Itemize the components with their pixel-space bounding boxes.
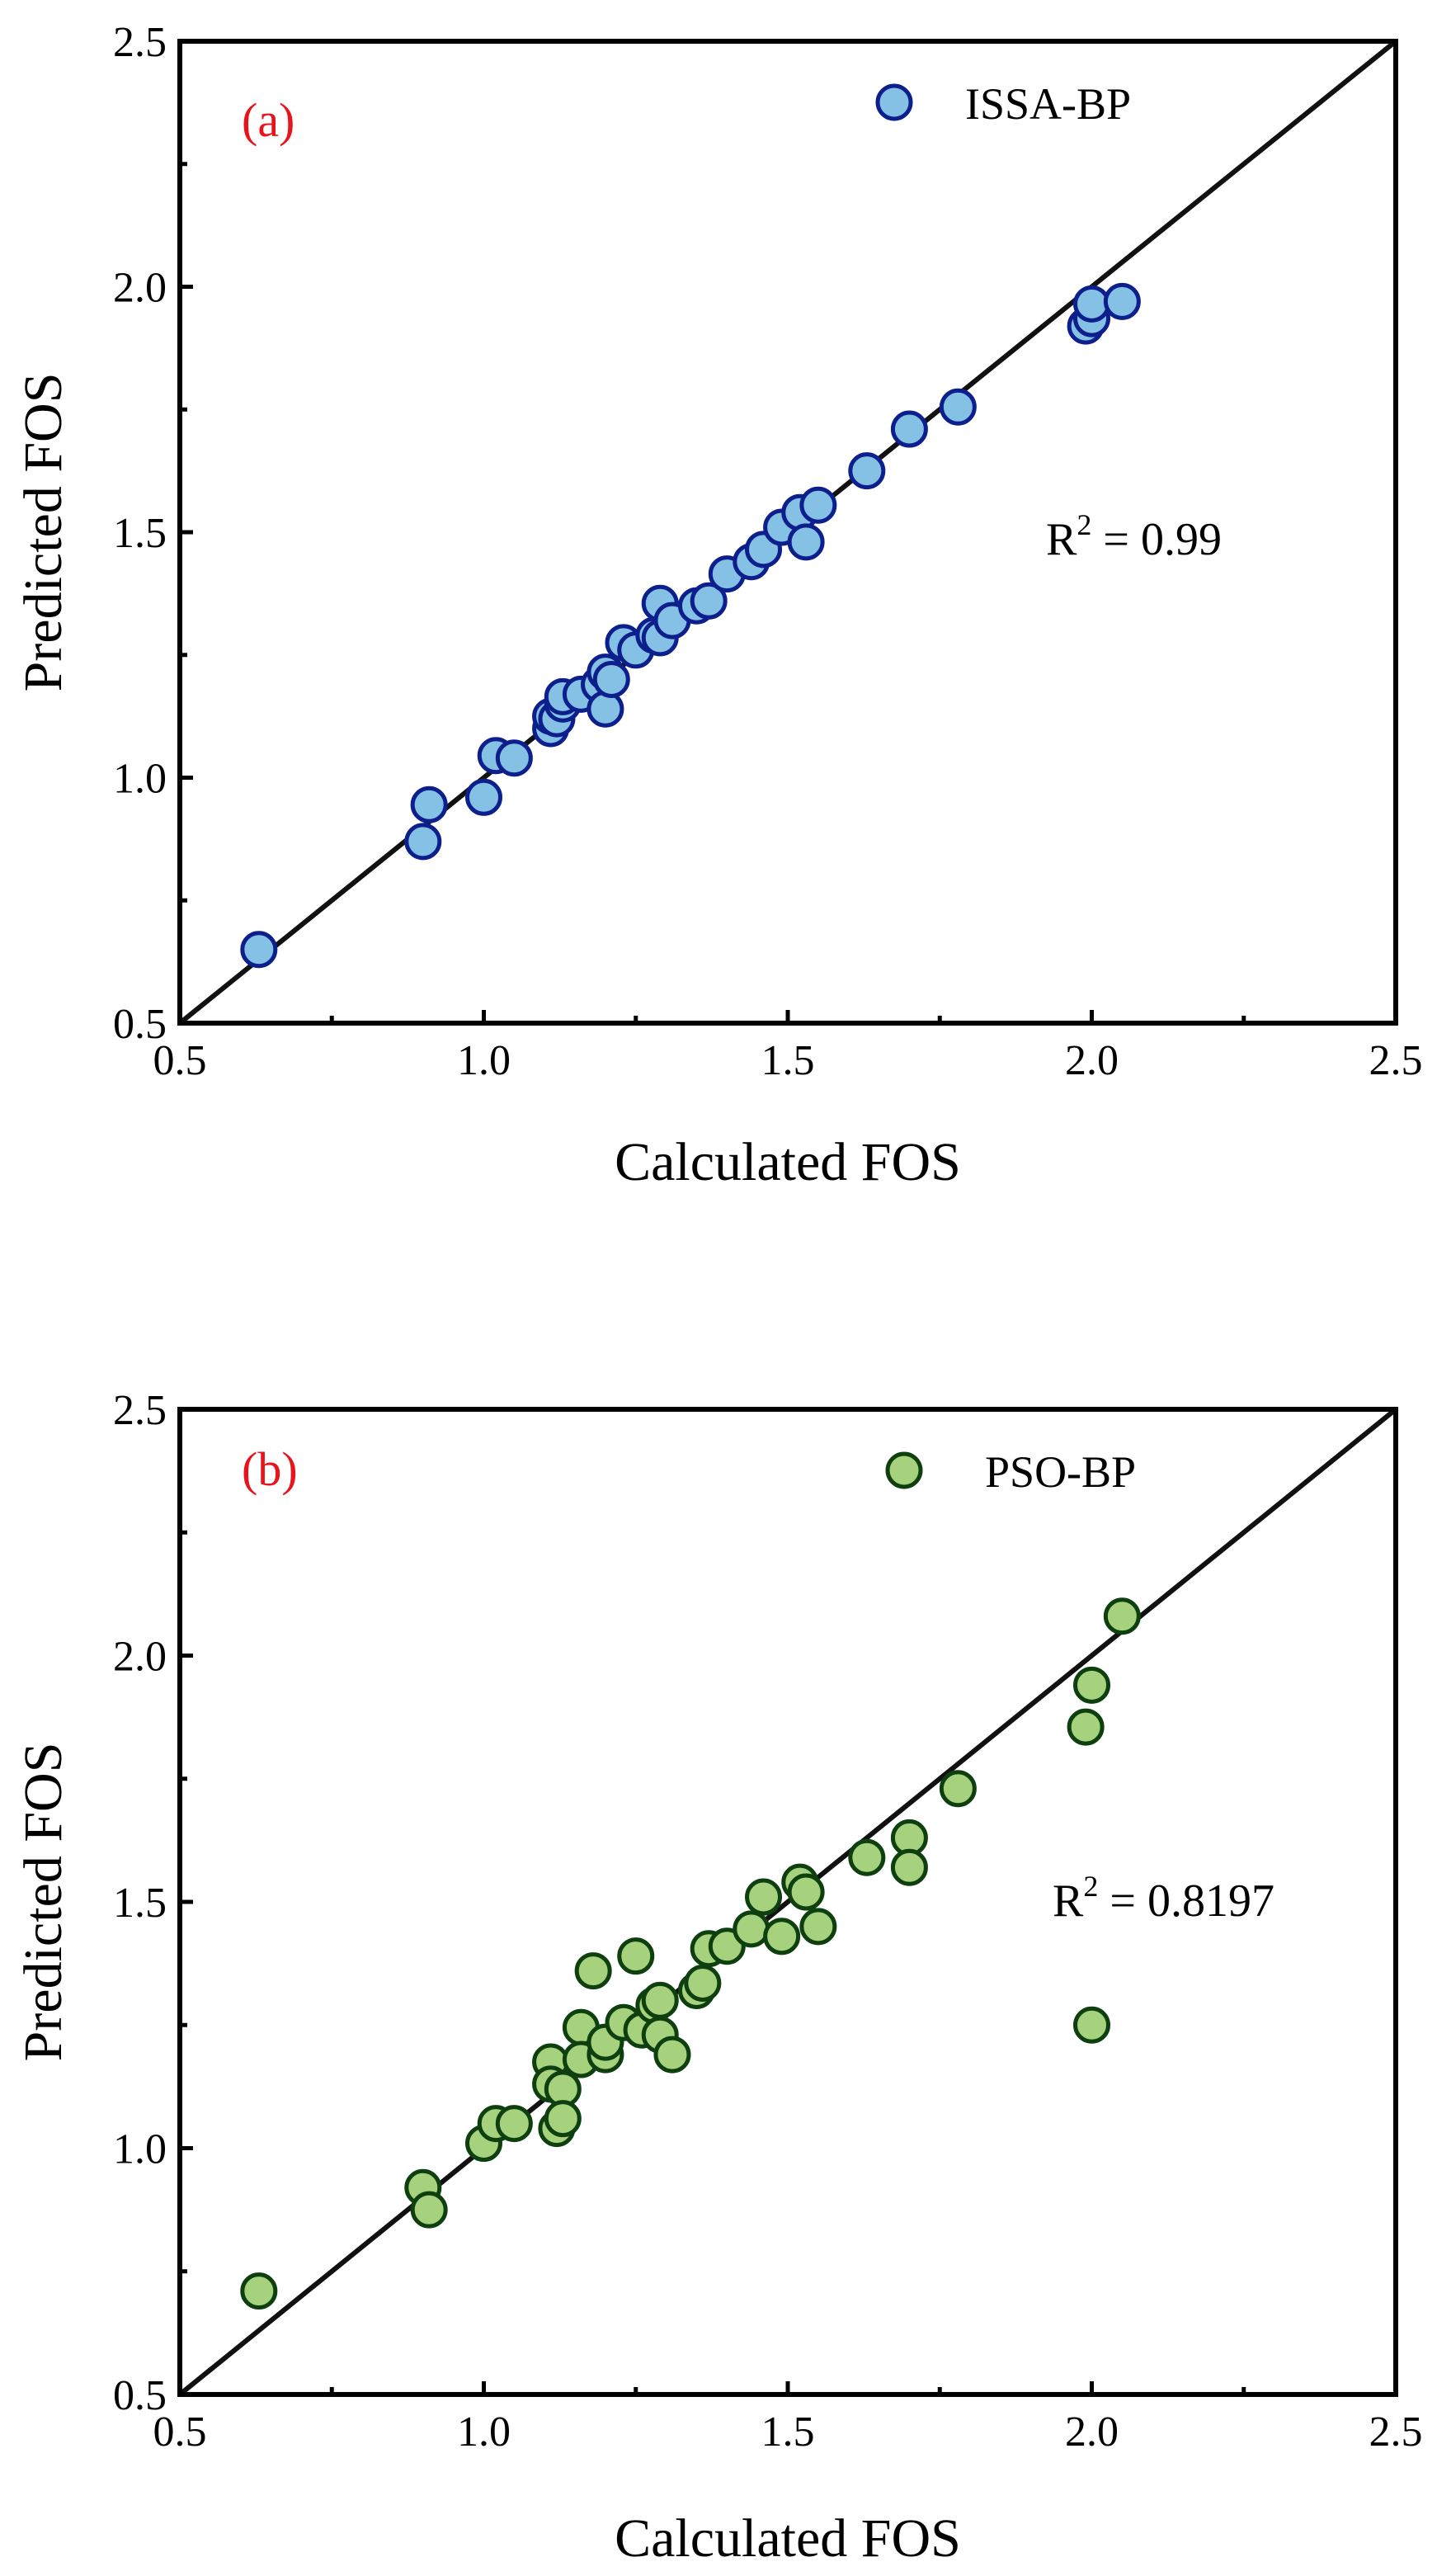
data-point <box>1073 285 1110 323</box>
x-tick-label: 1.0 <box>457 2409 511 2456</box>
y-tick-label: 1.0 <box>113 756 167 803</box>
data-point <box>495 739 533 777</box>
data-point <box>592 661 630 698</box>
x-tick-label: 2.0 <box>1065 2409 1119 2456</box>
x-tick-label: 0.5 <box>153 2409 207 2456</box>
data-point <box>1103 1597 1141 1635</box>
x-axis-title: Calculated FOS <box>615 1132 961 1192</box>
panel-label: (b) <box>242 1442 298 1496</box>
y-tick-label: 2.0 <box>113 1634 167 1681</box>
x-tick-label: 2.5 <box>1369 1037 1423 1084</box>
y-tick-label: 2.5 <box>113 1387 167 1434</box>
x-tick-label: 2.0 <box>1065 1037 1119 1084</box>
data-point <box>1067 1708 1105 1746</box>
y-tick-label: 1.5 <box>113 510 167 557</box>
data-point <box>240 931 278 969</box>
r-squared-annotation: R2 = 0.99 <box>1046 508 1222 565</box>
x-tick-label: 2.5 <box>1369 2409 1423 2456</box>
y-tick-label: 2.5 <box>113 19 167 66</box>
data-point <box>787 1873 825 1911</box>
data-point <box>240 2272 278 2310</box>
data-point <box>745 1878 783 1916</box>
data-point <box>848 452 886 490</box>
r-squared-base: R <box>1046 514 1077 565</box>
x-tick-label: 1.5 <box>761 2409 815 2456</box>
data-point <box>684 1965 722 2003</box>
y-axis-title: Predicted FOS <box>13 373 73 692</box>
data-point <box>587 690 624 728</box>
r-squared-annotation: R2 = 0.8197 <box>1053 1870 1274 1927</box>
data-point <box>787 523 825 561</box>
panel-a: 0.5 1.0 1.5 2.0 2.5 0.5 1.0 1.5 2.0 2.5 Calculated… <box>13 19 1423 1192</box>
data-point <box>733 1910 770 1948</box>
x-tick-label: 1.0 <box>457 1037 511 1084</box>
data-point <box>574 1952 612 1990</box>
reference-line <box>178 1407 1397 2397</box>
r-squared-superscript: 2 <box>1083 1870 1098 1903</box>
legend-label: ISSA-BP <box>965 79 1131 129</box>
y-tick-label: 0.5 <box>113 1001 167 1048</box>
data-point <box>1073 2006 1110 2044</box>
r-squared-value: = 0.99 <box>1091 514 1222 565</box>
r-squared-superscript: 2 <box>1077 508 1091 541</box>
data-point <box>799 486 837 524</box>
legend-marker <box>885 1451 923 1489</box>
data-point <box>641 1981 679 2019</box>
data-point <box>690 582 728 620</box>
x-axis-title: Calculated FOS <box>615 2508 961 2569</box>
r-squared-value: = 0.8197 <box>1098 1875 1274 1927</box>
data-point <box>617 1937 655 1975</box>
data-point <box>848 1838 886 1876</box>
data-point <box>404 823 442 861</box>
data-point <box>653 2036 691 2074</box>
data-point <box>1073 1666 1110 1704</box>
y-axis-title: Predicted FOS <box>13 1743 73 2062</box>
data-point <box>799 1908 837 1946</box>
y-tick-label: 1.5 <box>113 1880 167 1927</box>
y-tick-label: 2.0 <box>113 265 167 312</box>
y-tick-label: 1.0 <box>113 2126 167 2173</box>
data-point <box>410 786 448 823</box>
data-point <box>495 2105 533 2143</box>
legend-marker <box>875 83 913 121</box>
data-point <box>763 1918 801 1956</box>
r-squared-base: R <box>1053 1875 1084 1927</box>
x-tick-label: 1.5 <box>761 1037 815 1084</box>
data-point <box>890 1848 928 1886</box>
data-point <box>410 2191 448 2229</box>
legend-label: PSO-BP <box>985 1447 1136 1497</box>
data-point <box>939 388 977 426</box>
data-point <box>890 410 928 448</box>
panel-label: (a) <box>242 93 294 147</box>
x-tick-label: 0.5 <box>153 1037 207 1084</box>
data-point <box>1103 282 1141 320</box>
panel-b: 0.5 1.0 1.5 2.0 2.5 0.5 1.0 1.5 2.0 2.5 Calculated… <box>13 1387 1423 2569</box>
y-tick-label: 0.5 <box>113 2372 167 2419</box>
data-point <box>939 1770 977 1808</box>
data-point <box>465 778 502 816</box>
data-point <box>544 2100 582 2138</box>
